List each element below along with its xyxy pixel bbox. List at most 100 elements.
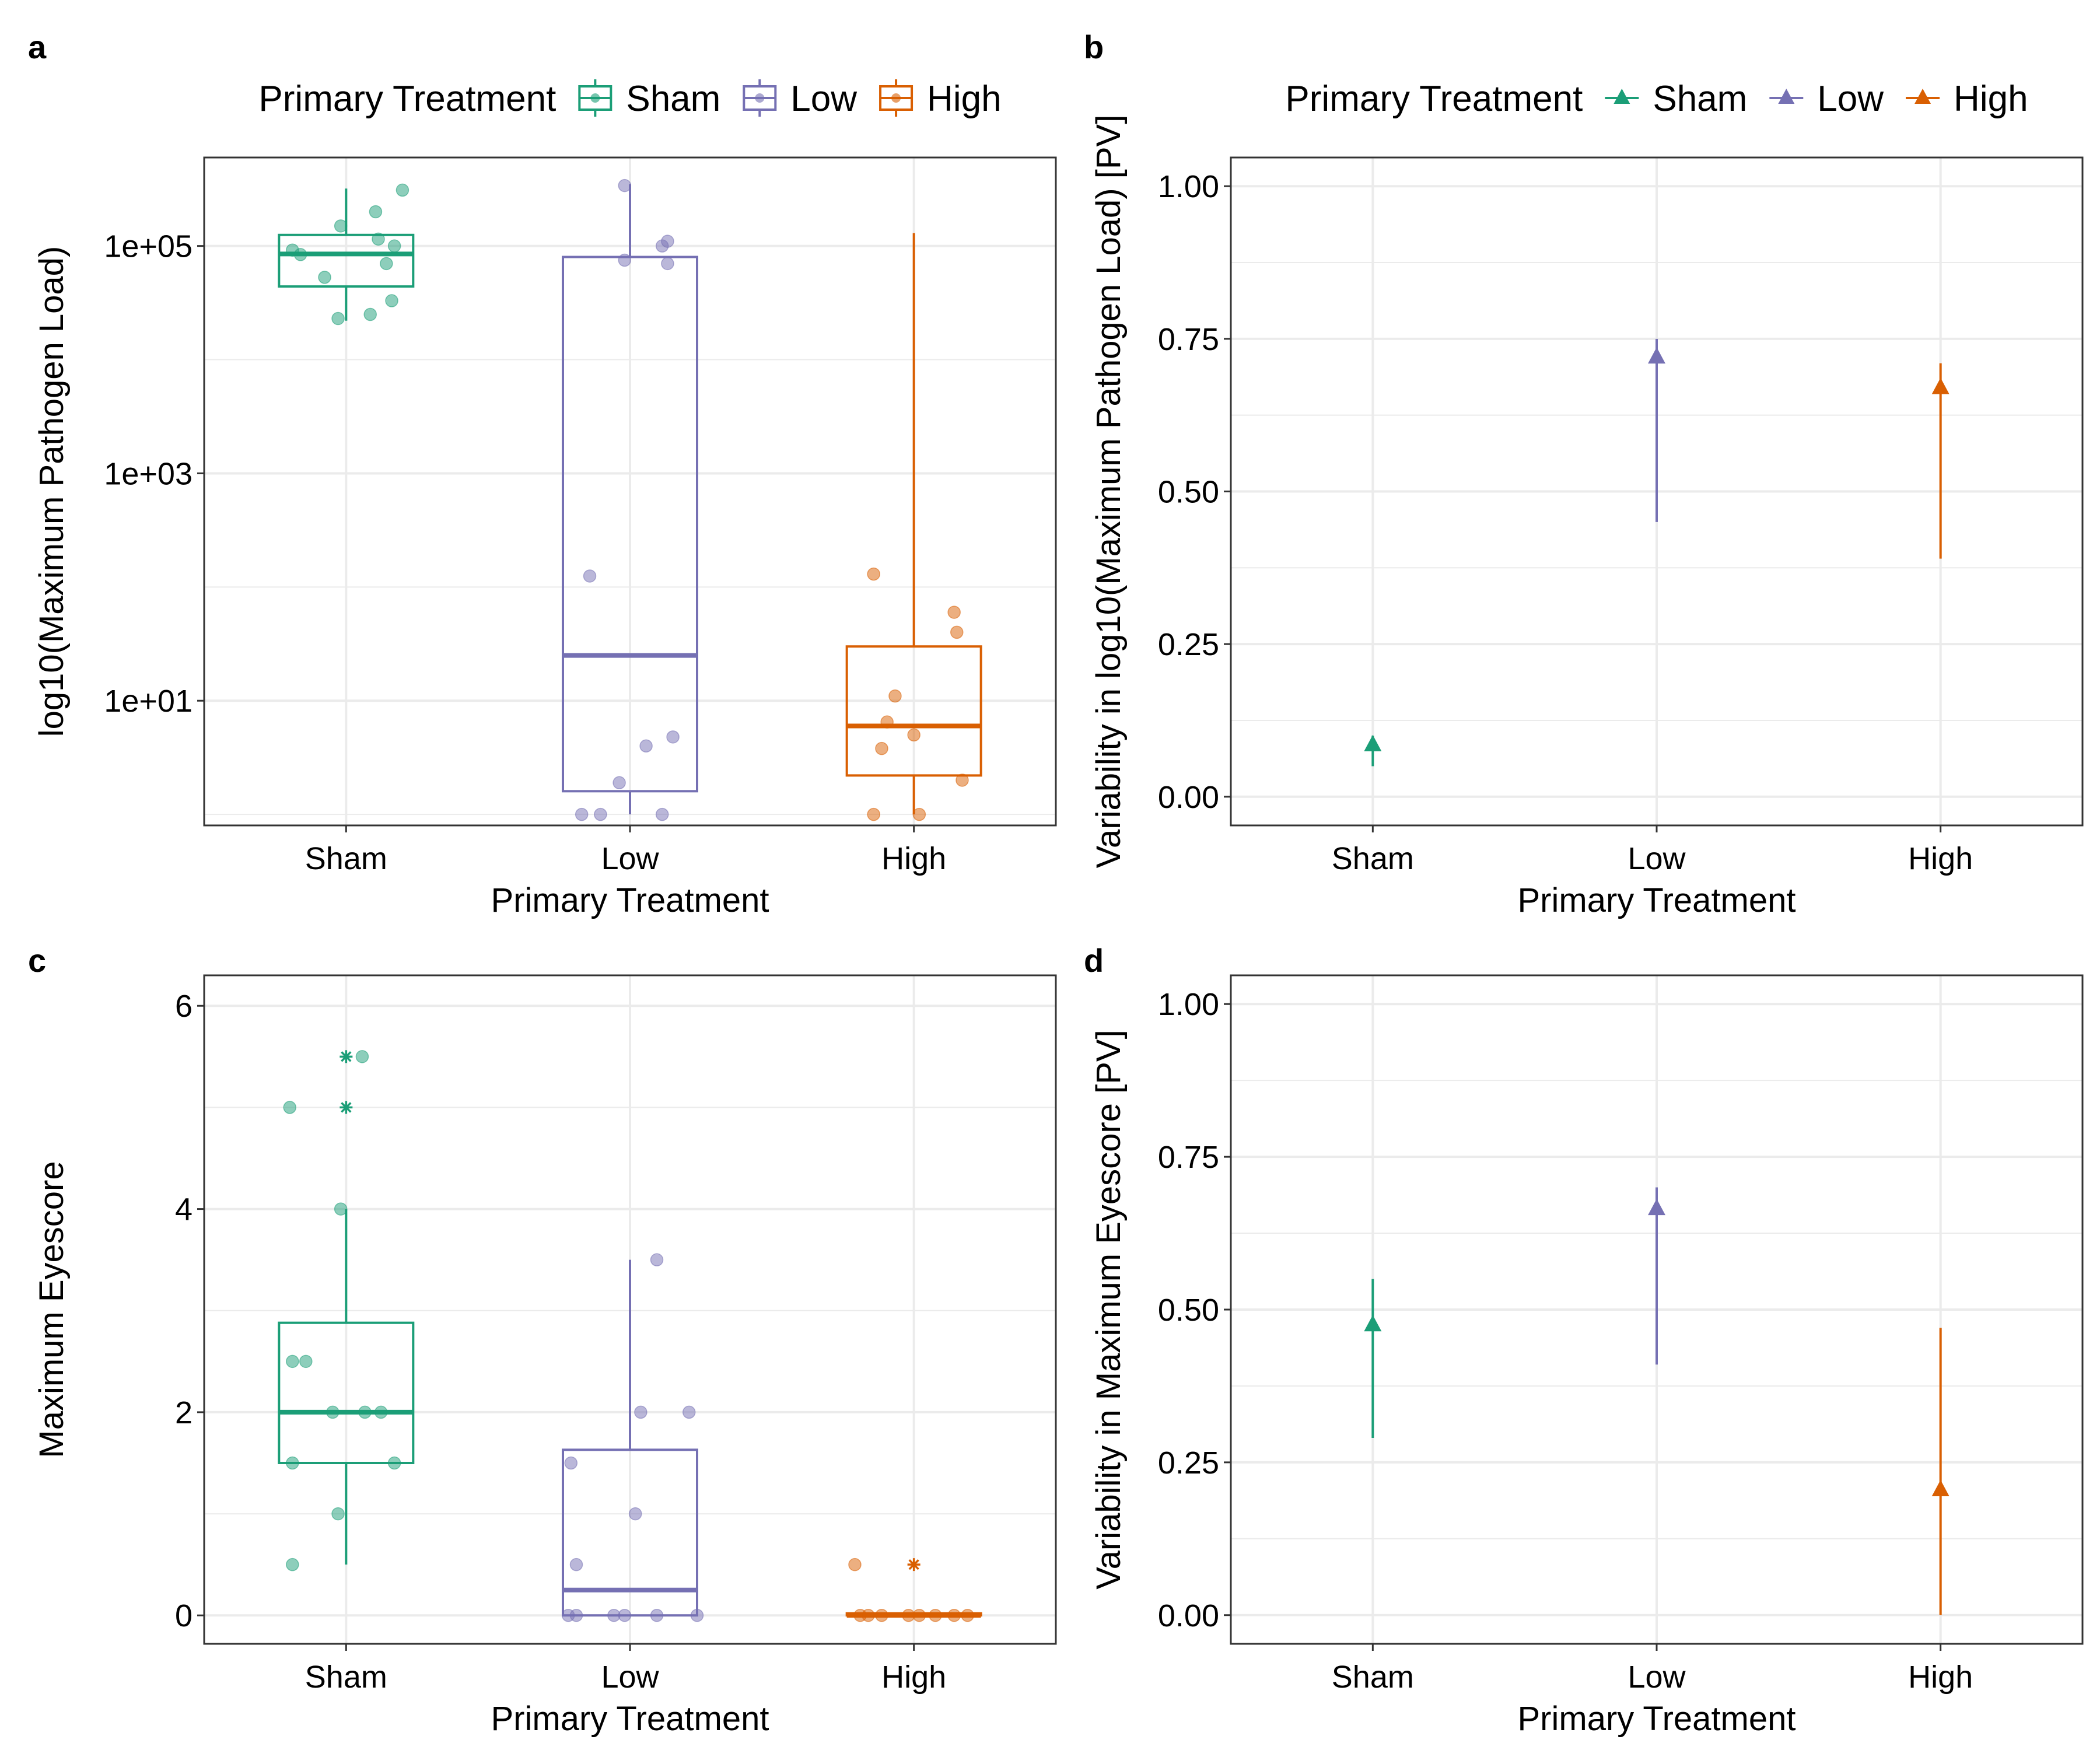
data-point [912, 1608, 926, 1622]
data-point [639, 739, 653, 753]
x-tick-label: Sham [1332, 1660, 1414, 1695]
data-point [612, 776, 626, 790]
outlier-stroke [341, 1051, 352, 1062]
data-point [374, 1405, 388, 1419]
data-point [363, 307, 377, 321]
data-point [867, 807, 880, 821]
y-tick-label: 0.00 [1158, 780, 1219, 815]
x-tick-label: Low [601, 1660, 659, 1695]
data-point [875, 741, 888, 755]
estimate-point [1931, 377, 1950, 394]
estimate-point [1648, 1199, 1665, 1216]
x-tick-label: Low [1628, 841, 1686, 876]
data-point [331, 1507, 345, 1521]
panel-letter: a [28, 29, 47, 65]
data-point [318, 271, 331, 284]
y-tick-label: 4 [175, 1192, 192, 1227]
x-tick-label: High [1908, 1660, 1973, 1695]
series-high [1931, 363, 1950, 559]
y-tick-label: 0.75 [1158, 1140, 1219, 1175]
legend-label: High [927, 79, 1002, 119]
legend-key-triangle [1605, 89, 1639, 104]
legend-title: Primary Treatment [1285, 79, 1583, 119]
legend-key-triangle [1769, 89, 1804, 104]
data-point [286, 1456, 299, 1470]
data-point [862, 1608, 875, 1622]
x-axis: Sham Low High [305, 825, 946, 876]
legend-key-triangle-shape [1778, 89, 1795, 104]
data-point [372, 232, 385, 246]
data-point [286, 1354, 299, 1368]
legend-item-sham: Sham [1605, 79, 1747, 119]
y-axis: 0 2 4 6 [175, 989, 204, 1633]
data-point [293, 248, 307, 261]
y-tick-label: 1e+05 [104, 229, 192, 264]
series-low [561, 1253, 704, 1622]
legend-item-sham: Sham [578, 79, 720, 119]
y-tick-label: 1.00 [1158, 169, 1219, 204]
data-marks [1364, 338, 1950, 766]
data-point [334, 1202, 348, 1216]
data-point [880, 715, 894, 729]
data-point [650, 1253, 664, 1266]
x-axis-title: Primary Treatment [1518, 881, 1796, 919]
data-point [569, 1558, 583, 1572]
y-tick-label: 1e+03 [104, 456, 192, 491]
data-point [564, 1456, 578, 1470]
data-point [875, 1608, 888, 1622]
data-point [334, 219, 348, 233]
outlier-point [340, 1101, 353, 1114]
panel-letter: c [28, 942, 46, 979]
x-tick-label: Sham [305, 841, 387, 876]
estimate-point [1648, 347, 1665, 364]
data-point [907, 728, 921, 742]
x-tick-label: Low [601, 841, 659, 876]
data-point [947, 606, 961, 619]
data-point [575, 807, 589, 821]
data-point [661, 235, 674, 248]
outlier-stroke [908, 1559, 919, 1570]
estimate-point [1364, 1315, 1382, 1332]
y-tick-label: 0 [175, 1598, 192, 1633]
outlier-point [340, 1050, 353, 1063]
legend-key-triangle-shape [1915, 89, 1931, 104]
legend-label: Sham [626, 79, 720, 119]
y-axis: 0.00 0.25 0.50 0.75 1.00 [1158, 987, 1231, 1633]
box-iqr [278, 233, 415, 288]
panel-letter: d [1084, 942, 1104, 979]
y-axis: 0.00 0.25 0.50 0.75 1.00 [1158, 169, 1231, 815]
legend-item-high: High [1906, 79, 2028, 119]
series-high [845, 1558, 982, 1622]
data-point [358, 1405, 372, 1419]
series-low [1648, 1187, 1665, 1365]
data-point [594, 807, 607, 821]
legend-key-box [879, 79, 914, 117]
x-axis-title: Primary Treatment [1518, 1700, 1796, 1738]
legend-key-dot [590, 93, 600, 103]
data-point [950, 625, 964, 639]
panel-d: 0.00 0.25 0.50 0.75 1.00 Sham Low High Primary T… [1084, 942, 2084, 1738]
data-point [618, 1608, 632, 1622]
y-tick-label: 1e+01 [104, 684, 192, 719]
x-tick-label: High [1908, 841, 1973, 876]
data-point [355, 1050, 369, 1063]
series-high [1931, 1328, 1950, 1615]
legend-label: Sham [1653, 79, 1747, 119]
estimate-point [1931, 1480, 1950, 1497]
legend-item-low: Low [1769, 79, 1884, 119]
y-tick-label: 0.25 [1158, 627, 1219, 662]
legend-key-box [743, 79, 777, 117]
legend: Primary Treatment Sham Low High [1285, 79, 2028, 119]
data-point [888, 689, 902, 703]
data-point [286, 1558, 299, 1572]
x-axis: Sham Low High [305, 1644, 946, 1695]
x-axis-title: Primary Treatment [491, 881, 769, 919]
data-point [848, 1558, 862, 1572]
y-axis-title: Variability in log10(Maximum Pathogen Lo… [1090, 115, 1128, 869]
legend-key-box [578, 79, 612, 117]
data-point [385, 294, 398, 307]
data-point [369, 205, 383, 219]
panel-letter: b [1084, 29, 1104, 65]
